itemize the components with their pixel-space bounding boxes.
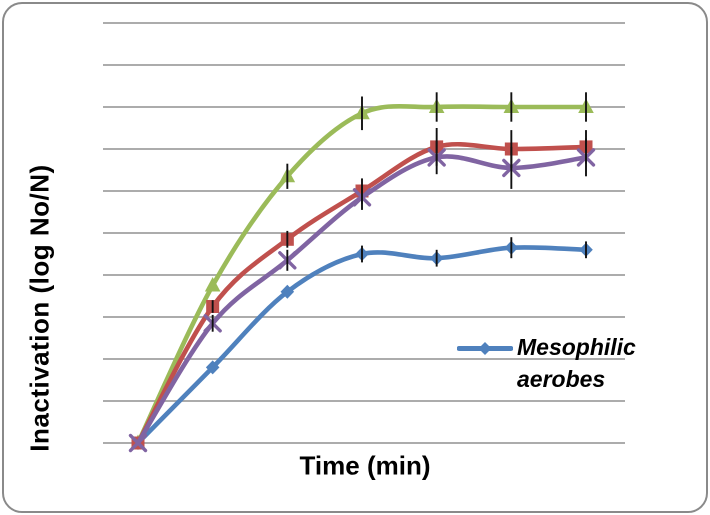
legend-label-line1: Mesophilic (517, 334, 636, 360)
marker-diamond-mesophilic-aerobes (280, 284, 295, 299)
legend-diamond-marker-icon (457, 342, 513, 355)
legend-label-line2: aerobes (517, 366, 606, 392)
x-axis-title: Time (min) (299, 450, 431, 481)
legend-label: Mesophilic aerobes (517, 331, 636, 395)
legend: Mesophilic aerobes (457, 331, 636, 395)
marker-diamond-mesophilic-aerobes (205, 360, 220, 375)
legend-sample-diamond (478, 342, 492, 355)
y-axis-title: Inactivation (log No/N) (24, 164, 55, 452)
marker-triangle-unlabeled-green-triangle (204, 277, 221, 292)
marker-x-unlabeled-purple-x (128, 433, 148, 453)
